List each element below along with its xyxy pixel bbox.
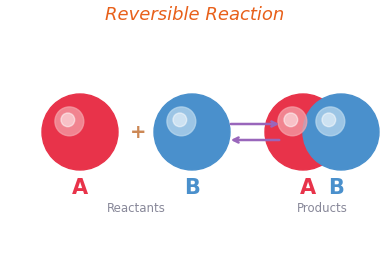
Text: A: A bbox=[300, 178, 316, 198]
Circle shape bbox=[173, 113, 187, 127]
Circle shape bbox=[284, 113, 298, 127]
Circle shape bbox=[55, 107, 84, 136]
Circle shape bbox=[54, 106, 113, 165]
Circle shape bbox=[316, 107, 345, 136]
Text: Reactants: Reactants bbox=[106, 202, 165, 214]
Circle shape bbox=[154, 94, 230, 170]
Text: Reversible Reaction: Reversible Reaction bbox=[105, 6, 285, 24]
Circle shape bbox=[42, 94, 118, 170]
Circle shape bbox=[315, 106, 374, 165]
Text: +: + bbox=[130, 123, 146, 141]
Circle shape bbox=[277, 106, 337, 165]
Text: B: B bbox=[184, 178, 200, 198]
Text: B: B bbox=[328, 178, 344, 198]
Text: A: A bbox=[72, 178, 88, 198]
Circle shape bbox=[61, 113, 74, 127]
Circle shape bbox=[167, 107, 196, 136]
Circle shape bbox=[265, 94, 341, 170]
Circle shape bbox=[166, 106, 225, 165]
Circle shape bbox=[303, 94, 379, 170]
Circle shape bbox=[278, 107, 307, 136]
Circle shape bbox=[322, 113, 336, 127]
Text: Products: Products bbox=[296, 202, 347, 214]
